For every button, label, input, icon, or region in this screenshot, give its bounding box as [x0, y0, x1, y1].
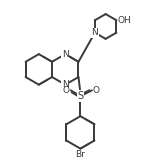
Text: N: N [62, 80, 69, 89]
Text: S: S [77, 91, 83, 101]
Text: O: O [93, 86, 100, 95]
Text: O: O [63, 86, 70, 95]
Text: OH: OH [117, 16, 131, 25]
Text: N: N [91, 28, 98, 37]
Text: Br: Br [75, 150, 85, 159]
Text: N: N [62, 50, 69, 59]
